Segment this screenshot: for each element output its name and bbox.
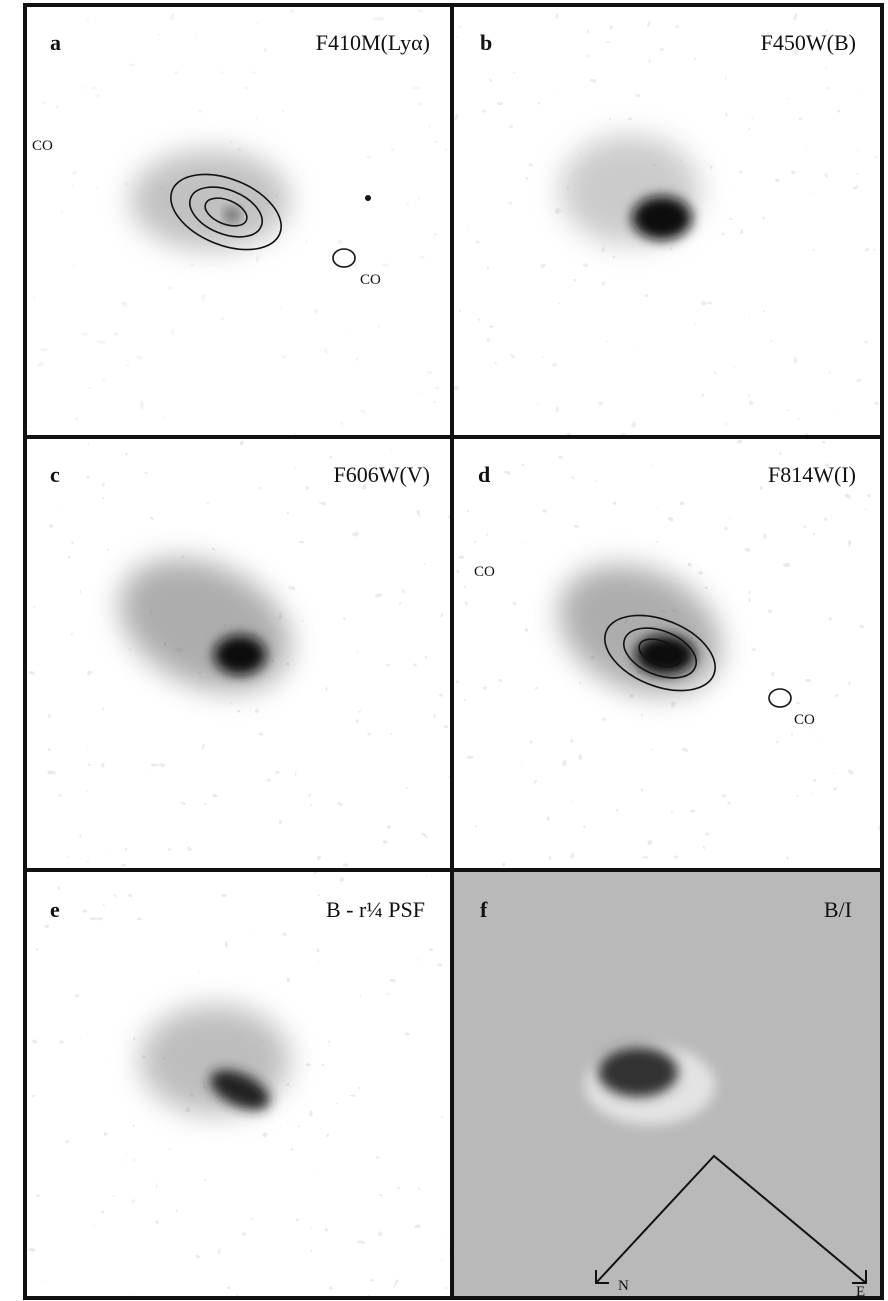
co-label: CO	[32, 138, 53, 154]
panel-d-image	[452, 437, 882, 870]
panel-f-image	[452, 870, 882, 1298]
co-label: CO	[474, 564, 495, 580]
panel-label: a	[50, 30, 61, 55]
panel-borders	[23, 3, 884, 1300]
panel-c-image	[25, 437, 452, 870]
co-label: CO	[794, 712, 815, 728]
compass-north: N	[618, 1278, 629, 1294]
panel-b-image	[452, 5, 882, 437]
panel-label: f	[480, 897, 488, 922]
contours-a	[170, 173, 356, 268]
filter-name: F606W(V)	[333, 462, 430, 487]
compass-east: E	[856, 1284, 865, 1300]
panel-label: d	[478, 462, 490, 487]
co-label: CO	[360, 272, 381, 288]
filter-name: B - r¼ PSF	[326, 897, 425, 922]
filter-name: F450W(B)	[761, 30, 856, 55]
panel-label: e	[50, 897, 60, 922]
compass	[595, 1154, 867, 1284]
panel-a-image	[25, 5, 452, 437]
panel-e-image	[25, 870, 452, 1298]
contours-d	[604, 614, 792, 708]
filter-name: B/I	[824, 897, 852, 922]
panel-label: b	[480, 30, 492, 55]
filter-name: F410M(Lyα)	[316, 30, 430, 55]
panel-label: c	[50, 462, 60, 487]
filter-name: F814W(I)	[768, 462, 856, 487]
